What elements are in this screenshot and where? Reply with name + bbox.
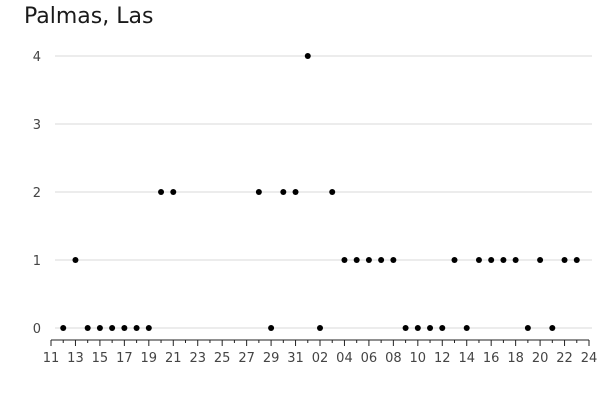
chart-title: Palmas, Las — [24, 4, 154, 29]
x-tick-label: 24 — [581, 351, 598, 366]
gridlines — [55, 55, 592, 329]
x-tick-label: 19 — [141, 351, 158, 366]
x-tick-label: 22 — [556, 351, 573, 366]
data-point — [84, 325, 91, 331]
data-point — [133, 325, 140, 331]
data-point — [158, 189, 165, 195]
x-tick-label: 02 — [312, 351, 329, 366]
data-point — [537, 257, 544, 263]
data-point — [145, 325, 152, 331]
data-point — [292, 189, 299, 195]
y-tick-label: 1 — [33, 254, 41, 269]
x-tick-label: 25 — [214, 351, 231, 366]
data-point — [378, 257, 385, 263]
data-point — [475, 257, 482, 263]
data-point — [121, 325, 128, 331]
data-point — [341, 257, 348, 263]
data-point — [96, 325, 103, 331]
x-tick-label: 17 — [116, 351, 133, 366]
x-tick-label: 12 — [434, 351, 451, 366]
x-tick-label: 18 — [507, 351, 524, 366]
x-tick-label: 15 — [92, 351, 109, 366]
data-point — [353, 257, 360, 263]
data-point — [524, 325, 531, 331]
data-point — [365, 257, 372, 263]
data-point — [60, 325, 67, 331]
data-point — [512, 257, 519, 263]
data-point — [561, 257, 568, 263]
x-tick-label: 31 — [287, 351, 304, 366]
data-points — [60, 53, 580, 331]
data-point — [317, 325, 323, 331]
x-tick-label: 13 — [67, 351, 84, 366]
y-tick-label: 3 — [33, 118, 41, 133]
y-tick-label: 0 — [33, 322, 41, 337]
x-tick-label: 04 — [336, 351, 353, 366]
data-point — [390, 257, 397, 263]
x-axis: 11 13 15 17 19 21 23 25 27 29 31 02 04 06 08 10 12 14 16 18… — [43, 339, 598, 366]
data-point — [268, 325, 275, 331]
data-point — [72, 257, 79, 263]
data-point — [304, 53, 311, 59]
x-tick-label: 29 — [263, 351, 280, 366]
data-point — [109, 325, 116, 331]
data-point — [549, 325, 556, 331]
data-point — [255, 189, 262, 195]
data-point — [170, 189, 177, 195]
data-point — [488, 257, 495, 263]
x-tick-label: 14 — [458, 351, 475, 366]
y-axis: 0 1 2 3 4 — [33, 50, 41, 337]
data-point — [427, 325, 434, 331]
x-tick-label: 16 — [483, 351, 500, 366]
x-tick-label: 27 — [238, 351, 255, 366]
x-tick-label: 08 — [385, 351, 402, 366]
y-tick-label: 4 — [33, 50, 41, 65]
x-tick-label: 11 — [43, 351, 60, 366]
data-point — [500, 257, 507, 263]
data-point — [402, 325, 409, 331]
x-tick-label: 23 — [189, 351, 206, 366]
data-point — [280, 189, 287, 195]
data-point — [414, 325, 421, 331]
x-tick-label: 06 — [361, 351, 378, 366]
data-point — [573, 257, 580, 263]
data-point — [439, 325, 446, 331]
x-tick-label: 20 — [532, 351, 549, 366]
data-point — [329, 189, 336, 195]
data-point — [463, 325, 470, 331]
y-tick-label: 2 — [33, 186, 41, 201]
x-tick-label: 21 — [165, 351, 182, 366]
data-point — [451, 257, 458, 263]
x-tick-label: 10 — [410, 351, 427, 366]
